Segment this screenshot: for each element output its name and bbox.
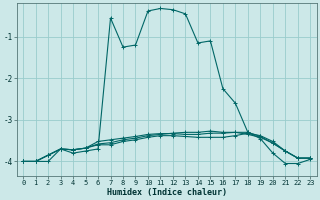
- X-axis label: Humidex (Indice chaleur): Humidex (Indice chaleur): [107, 188, 227, 197]
